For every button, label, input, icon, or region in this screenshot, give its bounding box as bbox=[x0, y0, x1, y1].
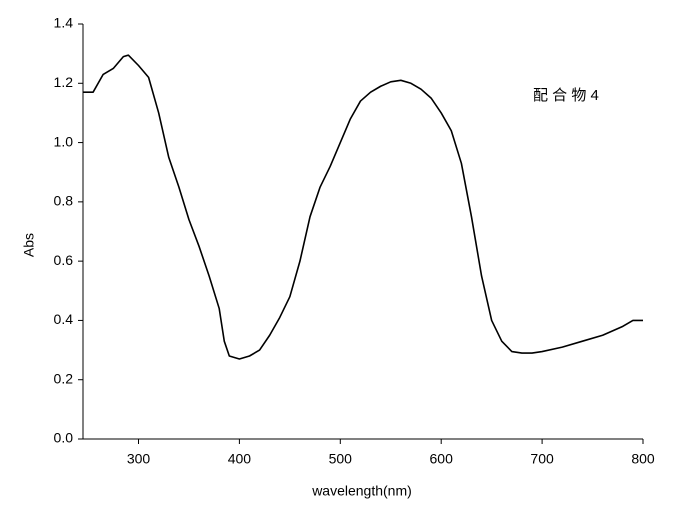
x-axis-label: wavelength(nm) bbox=[311, 483, 412, 499]
x-tick-label: 500 bbox=[329, 451, 353, 467]
y-tick-label: 0.0 bbox=[54, 430, 74, 446]
y-tick-label: 0.8 bbox=[54, 193, 74, 209]
x-tick-label: 800 bbox=[631, 451, 655, 467]
x-tick-label: 300 bbox=[127, 451, 151, 467]
y-tick-label: 1.2 bbox=[54, 74, 74, 90]
x-tick-label: 600 bbox=[430, 451, 454, 467]
y-tick-label: 0.6 bbox=[54, 252, 74, 268]
y-axis-label: Abs bbox=[21, 233, 37, 257]
data-line bbox=[83, 54, 643, 360]
y-tick-label: 1.4 bbox=[54, 15, 74, 31]
y-tick-label: 0.4 bbox=[54, 311, 74, 327]
x-tick-label: 700 bbox=[530, 451, 554, 467]
y-tick-label: 0.2 bbox=[54, 370, 74, 386]
annotation: 配 合 物 4 bbox=[533, 87, 599, 104]
x-tick-label: 400 bbox=[228, 451, 252, 467]
y-tick-label: 1.0 bbox=[54, 133, 74, 149]
